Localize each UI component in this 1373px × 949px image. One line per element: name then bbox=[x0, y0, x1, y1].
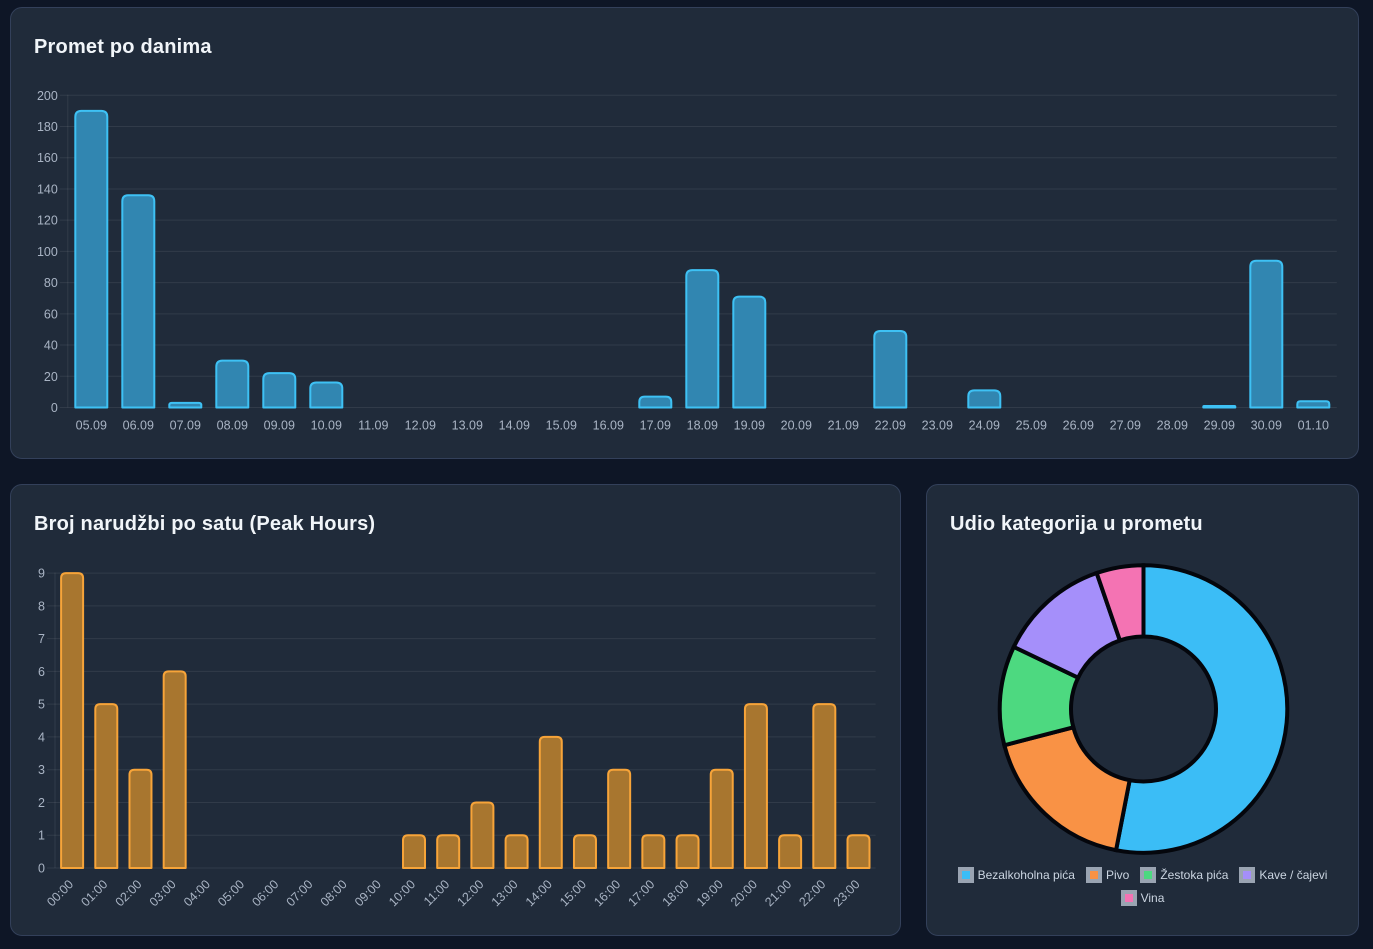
svg-text:15:00: 15:00 bbox=[557, 877, 589, 909]
svg-text:10.09: 10.09 bbox=[311, 419, 342, 433]
svg-text:60: 60 bbox=[44, 307, 58, 321]
svg-text:16.09: 16.09 bbox=[593, 419, 624, 433]
svg-text:16:00: 16:00 bbox=[591, 877, 623, 909]
svg-text:25.09: 25.09 bbox=[1016, 419, 1047, 433]
svg-text:8: 8 bbox=[38, 599, 45, 613]
svg-text:03:00: 03:00 bbox=[147, 877, 179, 909]
svg-text:21:00: 21:00 bbox=[762, 877, 794, 909]
svg-text:26.09: 26.09 bbox=[1063, 419, 1094, 433]
svg-text:4: 4 bbox=[38, 730, 45, 744]
svg-text:19.09: 19.09 bbox=[734, 419, 765, 433]
svg-text:07:00: 07:00 bbox=[284, 877, 316, 909]
svg-text:6: 6 bbox=[38, 665, 45, 679]
svg-text:15.09: 15.09 bbox=[546, 419, 577, 433]
svg-text:22.09: 22.09 bbox=[875, 419, 906, 433]
svg-text:22:00: 22:00 bbox=[796, 877, 828, 909]
svg-text:04:00: 04:00 bbox=[181, 877, 213, 909]
svg-text:140: 140 bbox=[37, 182, 58, 196]
svg-text:160: 160 bbox=[37, 151, 58, 165]
svg-text:05.09: 05.09 bbox=[76, 419, 107, 433]
svg-text:20:00: 20:00 bbox=[728, 877, 760, 909]
svg-text:01:00: 01:00 bbox=[78, 877, 110, 909]
svg-text:27.09: 27.09 bbox=[1110, 419, 1141, 433]
svg-text:180: 180 bbox=[37, 120, 58, 134]
svg-text:29.09: 29.09 bbox=[1204, 419, 1235, 433]
svg-text:1: 1 bbox=[38, 829, 45, 843]
svg-text:13.09: 13.09 bbox=[452, 419, 483, 433]
svg-text:14.09: 14.09 bbox=[499, 419, 530, 433]
svg-text:40: 40 bbox=[44, 339, 58, 353]
svg-text:30.09: 30.09 bbox=[1251, 419, 1282, 433]
svg-text:06.09: 06.09 bbox=[123, 419, 154, 433]
svg-text:02:00: 02:00 bbox=[113, 877, 145, 909]
svg-text:12:00: 12:00 bbox=[455, 877, 487, 909]
svg-text:23:00: 23:00 bbox=[831, 877, 863, 909]
svg-text:3: 3 bbox=[38, 763, 45, 777]
svg-text:2: 2 bbox=[38, 796, 45, 810]
svg-text:05:00: 05:00 bbox=[215, 877, 247, 909]
svg-text:5: 5 bbox=[38, 698, 45, 712]
svg-text:18:00: 18:00 bbox=[660, 877, 692, 909]
svg-text:10:00: 10:00 bbox=[386, 877, 418, 909]
svg-text:12.09: 12.09 bbox=[405, 419, 436, 433]
svg-text:17.09: 17.09 bbox=[640, 419, 671, 433]
svg-text:09.09: 09.09 bbox=[264, 419, 295, 433]
svg-text:200: 200 bbox=[37, 89, 58, 103]
svg-text:00:00: 00:00 bbox=[44, 877, 76, 909]
svg-text:06:00: 06:00 bbox=[249, 877, 281, 909]
svg-text:9: 9 bbox=[38, 567, 45, 581]
svg-text:0: 0 bbox=[38, 862, 45, 876]
svg-text:14:00: 14:00 bbox=[523, 877, 555, 909]
svg-text:0: 0 bbox=[51, 401, 58, 415]
svg-text:07.09: 07.09 bbox=[170, 419, 201, 433]
svg-text:19:00: 19:00 bbox=[694, 877, 726, 909]
svg-text:24.09: 24.09 bbox=[969, 419, 1000, 433]
svg-text:23.09: 23.09 bbox=[922, 419, 953, 433]
svg-text:11.09: 11.09 bbox=[358, 419, 388, 433]
svg-text:18.09: 18.09 bbox=[687, 419, 718, 433]
svg-text:21.09: 21.09 bbox=[828, 419, 859, 433]
svg-text:11:00: 11:00 bbox=[421, 877, 452, 908]
svg-text:09:00: 09:00 bbox=[352, 877, 384, 909]
svg-text:20.09: 20.09 bbox=[781, 419, 812, 433]
svg-text:08.09: 08.09 bbox=[217, 419, 248, 433]
svg-text:01.10: 01.10 bbox=[1298, 419, 1329, 433]
svg-text:17:00: 17:00 bbox=[625, 877, 657, 909]
svg-text:28.09: 28.09 bbox=[1157, 419, 1188, 433]
svg-text:80: 80 bbox=[44, 276, 58, 290]
svg-text:100: 100 bbox=[37, 245, 58, 259]
svg-text:08:00: 08:00 bbox=[318, 877, 350, 909]
svg-text:13:00: 13:00 bbox=[489, 877, 521, 909]
svg-text:120: 120 bbox=[37, 214, 58, 228]
svg-text:20: 20 bbox=[44, 370, 58, 384]
svg-text:7: 7 bbox=[38, 632, 45, 646]
